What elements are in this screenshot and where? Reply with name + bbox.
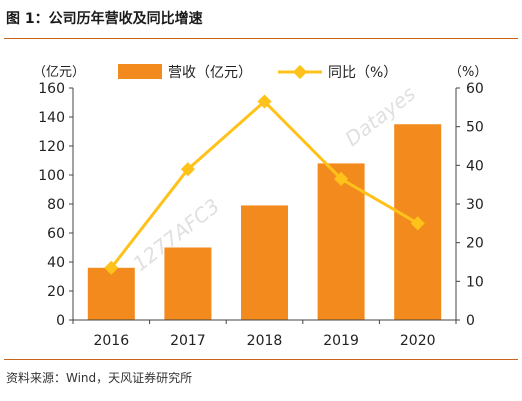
left-tick-label: 140 — [38, 110, 65, 126]
legend-label-bar: 营收（亿元） — [168, 65, 252, 81]
legend-swatch-bar — [118, 64, 162, 79]
right-tick-label: 60 — [466, 81, 484, 97]
x-tick-label: 2020 — [400, 333, 436, 349]
right-tick-label: 30 — [466, 197, 484, 213]
right-tick-label: 0 — [466, 313, 475, 329]
right-tick-label: 50 — [466, 120, 484, 136]
left-tick-label: 160 — [38, 81, 65, 97]
bar-2017 — [164, 247, 212, 320]
left-tick-label: 40 — [47, 255, 65, 271]
x-tick-label: 2016 — [93, 333, 129, 349]
left-tick-label: 100 — [38, 168, 65, 184]
x-tick-label: 2017 — [170, 333, 206, 349]
right-tick-label: 20 — [466, 236, 484, 252]
right-tick-label: 10 — [466, 274, 484, 290]
right-tick-label: 40 — [466, 158, 484, 174]
bar-series — [87, 124, 442, 320]
left-tick-label: 60 — [47, 226, 65, 242]
left-axis-unit: （亿元） — [33, 65, 85, 80]
legend: 营收（亿元） 同比（%） — [118, 64, 397, 81]
bar-2016 — [87, 267, 135, 320]
point-2017 — [180, 162, 195, 177]
point-2020 — [410, 216, 425, 231]
source-rule — [4, 359, 518, 360]
left-tick-label: 120 — [38, 139, 65, 155]
legend-label-line: 同比（%） — [328, 65, 397, 81]
point-2016 — [104, 260, 119, 275]
title-rule — [4, 38, 518, 39]
legend-marker-line — [292, 64, 308, 80]
left-tick-label: 0 — [56, 313, 65, 329]
left-tick-label: 80 — [47, 197, 65, 213]
line-series — [104, 94, 425, 275]
x-tick-label: 2018 — [247, 333, 283, 349]
point-2018 — [257, 94, 272, 109]
figure-title: 图 1：公司历年营收及同比增速 — [6, 11, 203, 27]
point-2019 — [334, 171, 349, 186]
bar-2018 — [241, 205, 288, 320]
source-note: 资料来源：Wind，天风证券研究所 — [6, 371, 193, 385]
x-tick-label: 2019 — [323, 333, 359, 349]
right-axis-unit: （%） — [449, 65, 487, 80]
axes: 0 20 40 60 80 100 120 140 160 0 10 20 30 40 50 60 2016 20… — [33, 65, 487, 349]
left-tick-label: 20 — [47, 284, 65, 300]
